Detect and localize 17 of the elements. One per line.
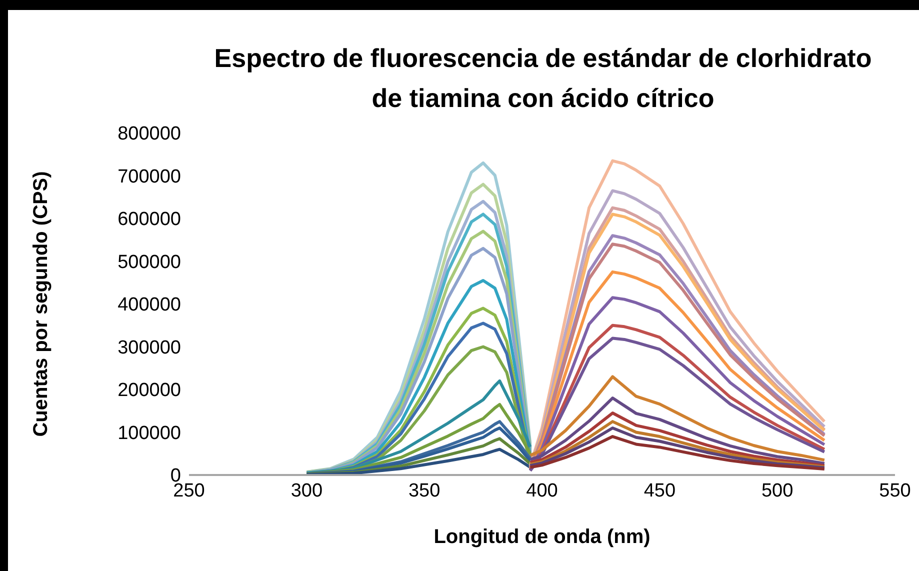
x-tick-label: 350	[408, 480, 440, 502]
x-tick-label: 550	[879, 480, 911, 502]
y-tick-label: 800000	[118, 124, 181, 145]
y-tick-label: 200000	[118, 380, 181, 402]
x-tick-label: 400	[526, 480, 558, 502]
y-tick-label: 500000	[118, 252, 181, 273]
y-tick-label: 100000	[118, 422, 181, 444]
x-tick-label: 500	[761, 480, 794, 502]
y-tick-label: 600000	[118, 209, 181, 230]
y-tick-label: 400000	[118, 294, 181, 316]
y-tick-label: 700000	[118, 166, 181, 188]
x-axis-title: Longitud de onda (nm)	[434, 526, 650, 548]
y-tick-label: 300000	[118, 337, 181, 358]
chart-title: Espectro de fluorescencia de estándar de clorhidrato de tiamina con ácido cítrico	[213, 42, 873, 115]
x-tick-label: 450	[644, 480, 676, 502]
x-tick-label: 300	[290, 480, 323, 502]
y-axis-title: Cuentas por segundo (CPS)	[30, 171, 52, 437]
